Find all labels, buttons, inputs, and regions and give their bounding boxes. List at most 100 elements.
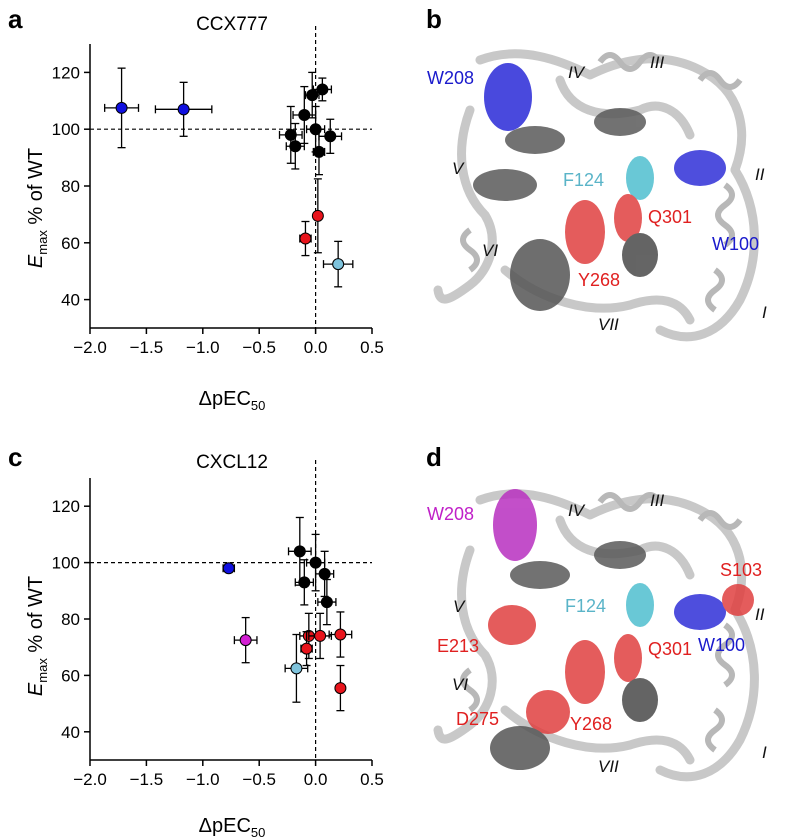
data-point-group bbox=[300, 631, 313, 667]
residue-label: W100 bbox=[712, 234, 759, 254]
structure-view-d: W208 S103 F124 E213 Q301 W100 D275 Y268 … bbox=[427, 489, 767, 782]
x-ticks: −2.0 −1.5 −1.0 −0.5 0.0 0.5 bbox=[73, 338, 384, 357]
residue-label: W208 bbox=[427, 504, 474, 524]
data-point bbox=[284, 128, 297, 141]
data-point-group bbox=[154, 81, 213, 137]
y-axis-label: Emax % of WT bbox=[25, 148, 50, 268]
data-point bbox=[239, 634, 252, 647]
data-point-group bbox=[299, 220, 312, 257]
panel-letter-d: d bbox=[426, 442, 442, 472]
data-point bbox=[115, 101, 128, 114]
helix-ribbons bbox=[460, 492, 743, 753]
data-point-group bbox=[311, 178, 324, 254]
data-point-group bbox=[305, 533, 326, 592]
chart-ccx777: CCX777 −2.0 −1.5 −1.0 −0.5 0.0 0.5 40 60… bbox=[25, 14, 384, 413]
y-axis-label: Emax % of WT bbox=[25, 576, 50, 696]
data-point bbox=[334, 628, 347, 641]
data-point bbox=[332, 258, 345, 271]
helix-label: V bbox=[453, 597, 466, 616]
x-tick-label: 0.0 bbox=[304, 770, 328, 789]
data-point bbox=[306, 89, 319, 102]
data-point bbox=[298, 576, 311, 589]
y-tick-label: 120 bbox=[52, 63, 80, 82]
y-tick-label: 100 bbox=[52, 120, 80, 139]
residue-label: F124 bbox=[563, 170, 604, 190]
data-point-group bbox=[284, 633, 309, 703]
y-tick-label: 60 bbox=[61, 234, 80, 253]
data-point-group bbox=[318, 118, 343, 154]
helix-label: VII bbox=[598, 757, 619, 776]
data-point-group bbox=[308, 612, 333, 660]
chart-title: CCX777 bbox=[196, 14, 268, 35]
residue-label: W208 bbox=[427, 68, 474, 88]
data-point-group bbox=[317, 578, 337, 626]
axes bbox=[84, 478, 373, 766]
helix-label: II bbox=[755, 165, 765, 184]
reference-lines bbox=[90, 26, 372, 328]
x-tick-label: −0.5 bbox=[242, 338, 276, 357]
helix-label: III bbox=[650, 491, 664, 510]
y-tick-label: 80 bbox=[61, 177, 80, 196]
data-points bbox=[104, 67, 354, 288]
helix-label: I bbox=[762, 303, 767, 322]
y-ticks: 40 60 80 100 120 bbox=[52, 497, 80, 742]
helix-label: VII bbox=[598, 315, 619, 334]
data-point bbox=[289, 140, 302, 153]
data-point-group bbox=[233, 616, 258, 664]
x-tick-label: −0.5 bbox=[242, 770, 276, 789]
data-point-group bbox=[104, 67, 140, 149]
residue-label: Q301 bbox=[648, 639, 692, 659]
y-tick-label: 40 bbox=[61, 723, 80, 742]
x-tick-label: −1.0 bbox=[186, 338, 220, 357]
data-point bbox=[290, 662, 303, 675]
x-tick-label: 0.0 bbox=[304, 338, 328, 357]
residue-label: E213 bbox=[437, 636, 479, 656]
residue-label: W100 bbox=[698, 635, 745, 655]
helix-label: IV bbox=[568, 501, 586, 520]
y-tick-label: 40 bbox=[61, 291, 80, 310]
data-point bbox=[222, 562, 235, 575]
chart-title: CXCL12 bbox=[196, 452, 268, 473]
data-point bbox=[312, 145, 325, 158]
data-point bbox=[320, 596, 333, 609]
x-axis-label: ΔpEC50 bbox=[199, 388, 266, 413]
data-point bbox=[314, 629, 327, 642]
helix-label: VI bbox=[482, 241, 498, 260]
data-point bbox=[300, 642, 313, 655]
data-point-group bbox=[287, 516, 312, 586]
axes bbox=[84, 44, 373, 334]
y-tick-label: 100 bbox=[52, 554, 80, 573]
panel-letter-a: a bbox=[8, 4, 23, 34]
y-ticks: 40 60 80 100 120 bbox=[52, 63, 80, 309]
residue-label: F124 bbox=[565, 596, 606, 616]
data-point-group bbox=[334, 664, 347, 712]
y-tick-label: 80 bbox=[61, 610, 80, 629]
helix-label: I bbox=[762, 743, 767, 762]
data-point bbox=[293, 545, 306, 558]
data-point-group bbox=[278, 105, 303, 164]
helix-label: III bbox=[650, 53, 664, 72]
data-point bbox=[298, 109, 311, 121]
x-tick-label: 0.5 bbox=[360, 770, 384, 789]
structure-view-b: W208 F124 Q301 W100 Y268 IV III V II VI … bbox=[427, 49, 767, 342]
reference-lines bbox=[90, 460, 372, 760]
panel-letter-b: b bbox=[426, 4, 442, 34]
residue-label: Q301 bbox=[648, 207, 692, 227]
data-point bbox=[316, 83, 329, 96]
data-point bbox=[334, 682, 347, 695]
data-point bbox=[177, 103, 190, 116]
data-point-group bbox=[285, 122, 305, 170]
data-point-group bbox=[322, 240, 354, 288]
x-ticks: −2.0 −1.5 −1.0 −0.5 0.0 0.5 bbox=[73, 770, 384, 789]
helix-label: II bbox=[755, 605, 765, 624]
y-tick-label: 120 bbox=[52, 497, 80, 516]
data-point bbox=[299, 232, 312, 245]
residue-sticks bbox=[488, 489, 754, 770]
data-points bbox=[222, 516, 353, 712]
data-point bbox=[318, 567, 331, 580]
data-point bbox=[309, 556, 322, 569]
x-tick-label: 0.5 bbox=[360, 338, 384, 357]
x-tick-label: −1.5 bbox=[130, 338, 164, 357]
data-point-group bbox=[222, 562, 236, 575]
